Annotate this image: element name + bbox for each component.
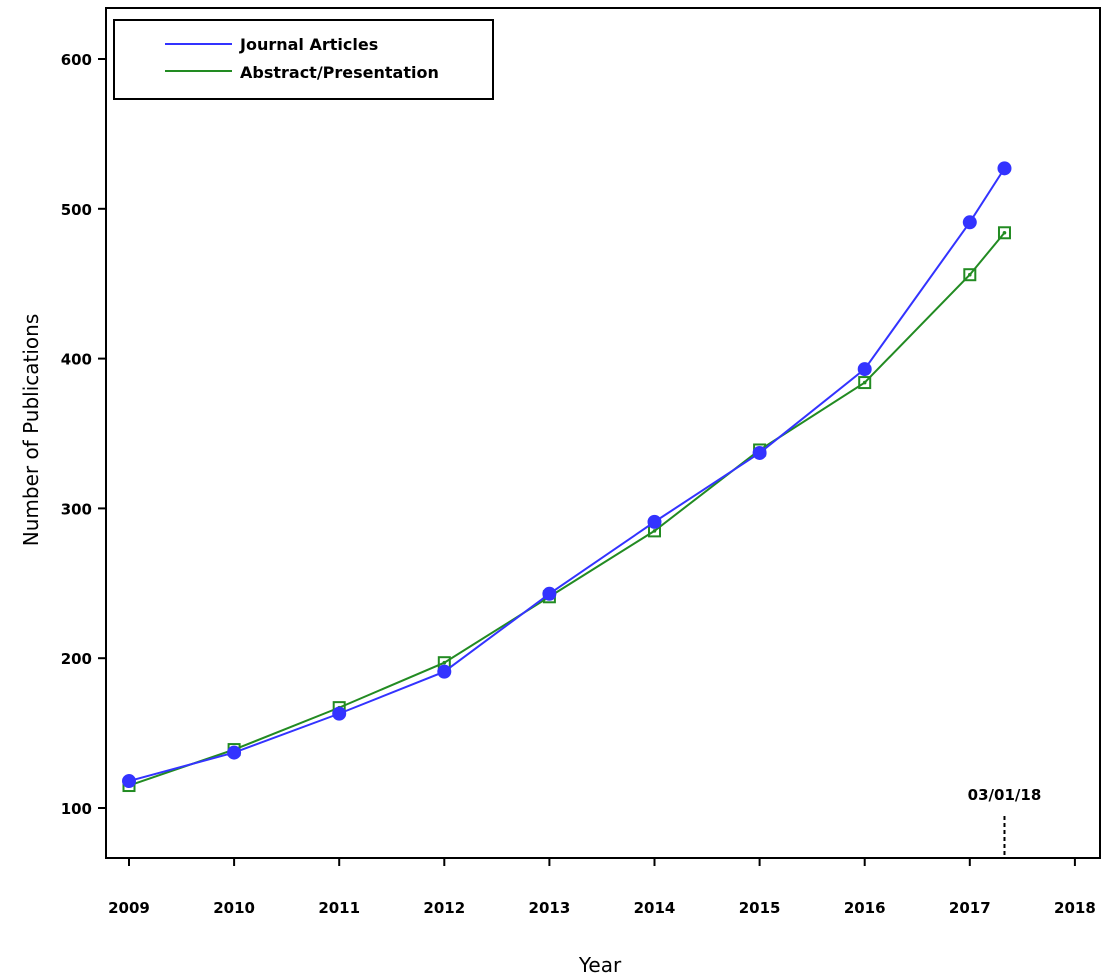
date-cutoff-annotation: 03/01/18 xyxy=(968,786,1042,858)
y-tick-label: 400 xyxy=(61,351,92,369)
x-tick-label: 2016 xyxy=(844,899,886,917)
plot-frame xyxy=(105,7,1101,859)
x-tick-label: 2012 xyxy=(423,899,465,917)
y-tick-label: 200 xyxy=(61,650,92,668)
data-point-abstract-presentation-dot xyxy=(1002,230,1007,235)
data-point-abstract-presentation-dot xyxy=(442,660,447,665)
legend-label-journal-articles: Journal Articles xyxy=(239,35,378,54)
cutoff-label: 03/01/18 xyxy=(968,786,1042,804)
x-tick-label: 2009 xyxy=(108,899,150,917)
x-tick-label: 2010 xyxy=(213,899,255,917)
y-tick-label: 100 xyxy=(61,800,92,818)
x-tick-label: 2014 xyxy=(634,899,676,917)
x-axis-title: Year xyxy=(578,953,622,977)
legend-label-abstract-presentation: Abstract/Presentation xyxy=(240,63,439,82)
legend-box xyxy=(113,19,494,100)
data-point-journal-articles xyxy=(752,445,767,460)
data-point-journal-articles xyxy=(962,215,977,230)
data-point-journal-articles xyxy=(997,161,1012,176)
x-tick-label: 2011 xyxy=(318,899,360,917)
data-point-journal-articles xyxy=(542,586,557,601)
data-point-journal-articles xyxy=(332,706,347,721)
x-tick-label: 2015 xyxy=(739,899,781,917)
y-axis-title: Number of Publications xyxy=(19,314,43,547)
data-point-abstract-presentation xyxy=(963,268,977,282)
y-tick-label: 500 xyxy=(61,201,92,219)
data-point-journal-articles xyxy=(647,514,662,529)
series-layer xyxy=(122,161,1012,793)
data-point-abstract-presentation xyxy=(997,226,1011,240)
data-point-abstract-presentation-dot xyxy=(968,272,972,277)
data-point-abstract-presentation-dot xyxy=(652,529,657,533)
x-tick-label: 2013 xyxy=(529,899,571,917)
legend: Journal Articles Abstract/Presentation xyxy=(113,19,494,100)
data-point-journal-articles xyxy=(437,664,452,679)
y-tick-label: 600 xyxy=(61,51,92,69)
data-point-journal-articles xyxy=(857,362,872,377)
x-tick-label: 2017 xyxy=(949,899,991,917)
x-axis: 2009 2010 2011 2012 2013 2014 2015 2016 2017 2018 xyxy=(108,858,1096,917)
data-point-journal-articles xyxy=(227,745,242,760)
data-point-journal-articles xyxy=(122,774,136,789)
data-point-abstract-presentation xyxy=(858,376,872,390)
series-line-0 xyxy=(128,167,1006,783)
x-tick-label: 2018 xyxy=(1054,899,1096,917)
data-point-abstract-presentation-dot xyxy=(862,380,867,385)
series-line-1 xyxy=(128,232,1006,787)
y-axis: 100 200 300 400 500 600 xyxy=(61,51,106,818)
y-tick-label: 300 xyxy=(61,500,92,518)
